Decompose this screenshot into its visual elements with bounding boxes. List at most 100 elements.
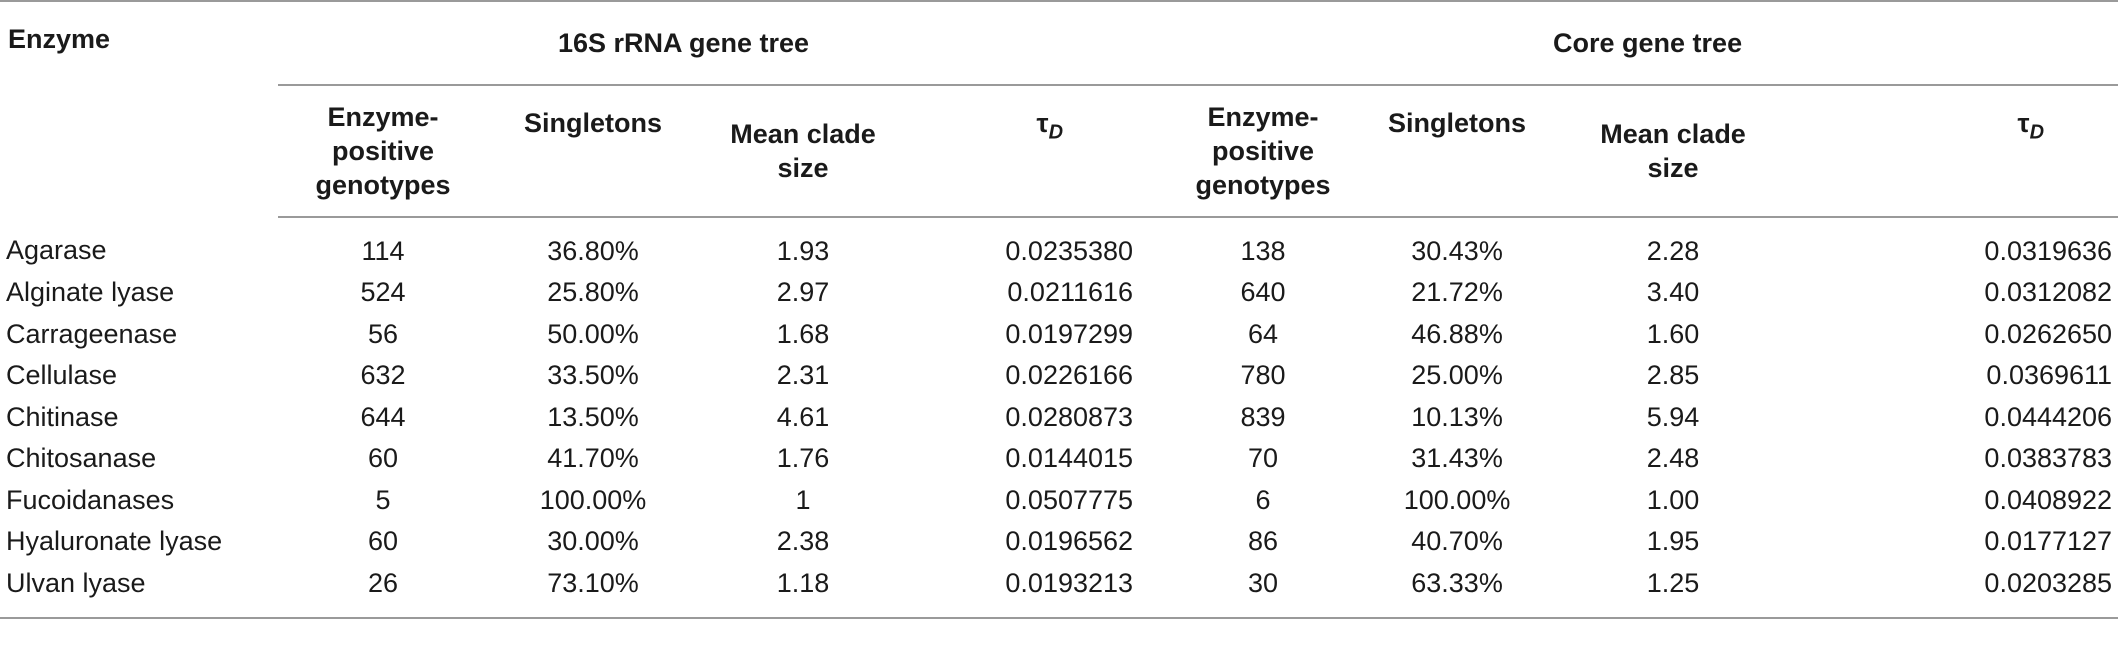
singletons-16s-cell: 13.50% (547, 401, 639, 432)
tau-16s-cell: 0.0193213 (908, 562, 1134, 619)
tau-core-cell: 0.0383783 (1984, 443, 2113, 474)
tau-16s-cell: 0.0211616 (1007, 277, 1134, 308)
col-header-tau-core: τD (1781, 84, 2118, 218)
tau-core-cell: 0.0444206 (1984, 401, 2113, 432)
table-row: Hyaluronate lyase 60 30.00% 2.38 0.0196562 86… (0, 521, 2118, 563)
clade-size-16s-cell: 1.68 (776, 318, 830, 349)
clade-size-core-cell: 2.28 (1646, 235, 1700, 266)
group-label-16s: 16S rRNA gene tree (557, 27, 810, 58)
singletons-16s-cell: 73.10% (488, 562, 698, 619)
genotypes-16s-cell: 5 (375, 484, 391, 515)
clade-size-16s-cell: 1 (795, 484, 811, 515)
enzyme-name-cell: Fucoidanases (6, 484, 175, 515)
clade-size-core-cell: 1.25 (1565, 562, 1782, 619)
col-header-singletons-core: Singletons (1349, 84, 1566, 218)
table-row: Carrageenase 56 50.00% 1.68 0.0197299 64 46.88… (0, 314, 2118, 356)
tau-core-cell: 0.0203285 (1781, 562, 2118, 619)
tau-core-cell: 0.0177127 (1984, 526, 2113, 557)
table-row: Agarase 114 36.80% 1.93 0.0235380 138 30.43% 2.… (0, 217, 2118, 272)
clade-size-16s-cell: 1.76 (776, 443, 830, 474)
group-header-core: Core gene tree (1133, 0, 2118, 85)
enzyme-name-cell: Ulvan lyase (0, 562, 278, 619)
table-row: Chitinase 644 13.50% 4.61 0.0280873 839 10.13%… (0, 397, 2118, 439)
col-header-line: size (777, 153, 829, 183)
group-header-16s: 16S rRNA gene tree (278, 0, 1134, 85)
tau-core-cell: 0.0408922 (1984, 484, 2113, 515)
singletons-core-cell: 21.72% (1411, 277, 1503, 308)
tau-16s-cell: 0.0196562 (1005, 526, 1134, 557)
tau-16s-cell: 0.0197299 (1005, 318, 1134, 349)
col-header-clade-16s: Mean clade size (698, 84, 908, 218)
genotypes-16s-cell: 26 (278, 562, 488, 619)
genotypes-16s-cell: 524 (360, 277, 406, 308)
clade-size-16s-cell: 2.31 (776, 360, 830, 391)
tau-symbol: τD (2017, 108, 2045, 143)
genotypes-core-cell: 86 (1248, 526, 1279, 557)
genotypes-16s-cell: 60 (367, 526, 399, 557)
header-row-columns: Enzyme-positive genotypes Singletons Mea… (0, 84, 2118, 218)
enzyme-column-header: Enzyme (0, 0, 278, 217)
enzyme-name-cell: Chitosanase (6, 443, 157, 474)
table-body: Agarase 114 36.80% 1.93 0.0235380 138 30.43% 2.… (0, 217, 2118, 619)
singletons-16s-cell: 50.00% (547, 318, 639, 349)
table-row: Alginate lyase 524 25.80% 2.97 0.0211616 640 2… (0, 272, 2118, 314)
clade-size-core-cell: 1.95 (1646, 526, 1700, 557)
singletons-16s-cell: 33.50% (547, 360, 639, 391)
genotypes-16s-cell: 114 (361, 235, 405, 266)
col-header-genotypes-core: Enzyme-positive genotypes (1133, 84, 1350, 218)
enzyme-name-cell: Cellulase (6, 360, 118, 391)
col-header-line: size (1647, 153, 1699, 183)
genotypes-core-cell: 640 (1240, 277, 1286, 308)
table-row: Chitosanase 60 41.70% 1.76 0.0144015 70 31.43%… (0, 438, 2118, 480)
singletons-16s-cell: 30.00% (547, 526, 639, 557)
table-row: Ulvan lyase 26 73.10% 1.18 0.0193213 30 63.33%… (0, 562, 2118, 619)
group-label-core: Core gene tree (1553, 27, 1743, 58)
clade-size-16s-cell: 2.97 (776, 277, 830, 308)
clade-size-16s-cell: 4.61 (776, 401, 830, 432)
tau-16s-cell: 0.0507775 (1005, 484, 1134, 515)
tau-16s-cell: 0.0226166 (1005, 360, 1134, 391)
genotypes-16s-cell: 644 (360, 401, 406, 432)
genotypes-core-cell: 30 (1133, 562, 1350, 619)
singletons-core-cell: 40.70% (1411, 526, 1503, 557)
clade-size-core-cell: 3.40 (1646, 277, 1700, 308)
col-header-line: Enzyme-positive (1207, 102, 1319, 166)
clade-size-core-cell: 2.85 (1646, 360, 1700, 391)
tau-symbol: τD (1037, 108, 1064, 143)
table-row: Cellulase 632 33.50% 2.31 0.0226166 780 25.00%… (0, 355, 2118, 397)
clade-size-core-cell: 1.60 (1646, 318, 1700, 349)
table-row: Fucoidanases 5 100.00% 1 0.0507775 6 100.00% 1.… (0, 480, 2118, 522)
genotypes-16s-cell: 632 (360, 360, 406, 391)
tau-core-cell: 0.0369611 (1986, 360, 2113, 391)
tau-core-cell: 0.0262650 (1984, 318, 2113, 349)
tau-16s-cell: 0.0280873 (1005, 401, 1134, 432)
genotypes-core-cell: 780 (1240, 360, 1286, 391)
singletons-16s-cell: 100.00% (539, 484, 647, 515)
enzyme-table: Enzyme 16S rRNA gene tree Core gene tree… (0, 0, 2118, 619)
singletons-core-cell: 30.43% (1411, 235, 1503, 266)
singletons-16s-cell: 41.70% (547, 443, 639, 474)
singletons-core-cell: 46.88% (1411, 318, 1503, 349)
tau-subscript: D (1048, 121, 1064, 144)
genotypes-16s-cell: 56 (367, 318, 399, 349)
col-header-line: Mean clade (1600, 119, 1746, 149)
genotypes-core-cell: 6 (1255, 484, 1271, 515)
enzyme-name-cell: Alginate lyase (6, 277, 175, 308)
tau-letter: τ (2017, 108, 2030, 138)
col-header-singletons-16s: Singletons (488, 84, 698, 218)
clade-size-16s-cell: 1.18 (698, 562, 908, 619)
singletons-16s-cell: 36.80% (547, 235, 639, 266)
enzyme-name-cell: Hyaluronate lyase (6, 526, 223, 557)
col-header-genotypes-16s: Enzyme-positive genotypes (278, 84, 488, 218)
tau-core-cell: 0.0312082 (1984, 277, 2113, 308)
singletons-core-cell: 10.13% (1411, 401, 1503, 432)
clade-size-core-cell: 1.00 (1646, 484, 1700, 515)
singletons-core-cell: 100.00% (1403, 484, 1511, 515)
genotypes-core-cell: 138 (1240, 235, 1286, 266)
col-header-line: genotypes (1195, 170, 1331, 200)
header-row-groups: Enzyme 16S rRNA gene tree Core gene tree (0, 0, 2118, 217)
clade-size-16s-cell: 2.38 (776, 526, 830, 557)
singletons-core-cell: 25.00% (1411, 360, 1503, 391)
col-header-clade-core: Mean clade size (1565, 84, 1782, 218)
